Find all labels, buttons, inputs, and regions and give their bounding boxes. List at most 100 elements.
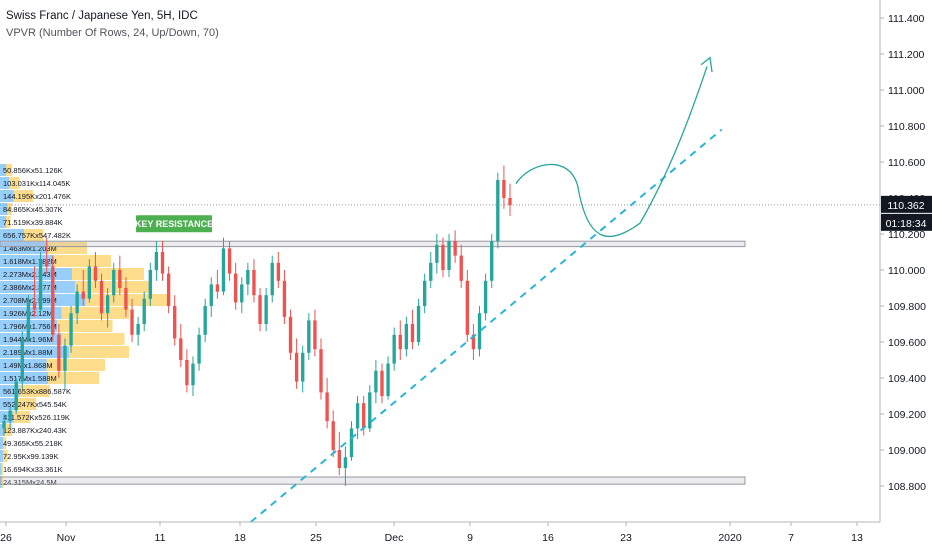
vp-bar-up <box>0 333 62 345</box>
vp-bar-up <box>0 372 48 384</box>
vp-bar-down <box>54 255 111 267</box>
y-tick-label: 109.200 <box>888 409 926 421</box>
vp-bar-down <box>46 359 105 371</box>
candle-body <box>105 295 110 314</box>
candle-body <box>307 320 311 353</box>
candle-body <box>160 252 165 274</box>
projection-arrowhead <box>700 56 713 73</box>
candle-body <box>282 280 287 317</box>
vp-bar-up <box>0 346 69 358</box>
vp-bar-down <box>24 229 44 241</box>
vp-bar-up <box>0 398 18 410</box>
y-tick-label: 111.400 <box>888 13 925 25</box>
candle-body <box>51 266 55 335</box>
vp-bar-up <box>0 190 14 202</box>
candle-body <box>118 270 122 288</box>
vp-label: 2.189Mx1.88M <box>3 348 53 357</box>
x-tick-label: 9 <box>467 532 473 544</box>
candle-body <box>2 421 6 429</box>
candle-body <box>319 349 323 393</box>
candle-body <box>404 324 409 350</box>
vp-bar-down <box>13 190 33 202</box>
y-tick-label: 111.000 <box>888 85 925 97</box>
candle-body <box>221 248 226 292</box>
candle-body <box>429 262 433 281</box>
vp-label: 103.031Kx114.045K <box>3 179 70 188</box>
candle-body <box>331 421 335 450</box>
candle-body <box>435 244 439 263</box>
candle-body <box>136 324 140 335</box>
vp-label: 1.944Mx1.96M <box>3 335 53 344</box>
vp-label: 1.618Mx1.782M <box>3 257 57 266</box>
candle-body <box>459 255 463 281</box>
support-zone <box>0 476 746 485</box>
price-badge <box>881 195 932 213</box>
candle-body <box>490 241 494 281</box>
vp-bar-down <box>57 320 113 332</box>
y-tick-label: 111.200 <box>888 49 925 61</box>
candle-body <box>38 259 43 310</box>
vp-label: 144.195Kx201.476K <box>3 192 71 201</box>
candle-body <box>26 302 31 339</box>
vp-bar-down <box>48 242 87 254</box>
vp-bar-down <box>1 463 3 475</box>
candle-body <box>288 316 293 353</box>
candlesticks <box>2 165 512 486</box>
vp-bar-up <box>0 437 3 449</box>
vp-label: 411.572Kx526.119K <box>3 413 70 422</box>
candle-body <box>453 241 457 256</box>
vp-label: 1.49Mx1.868M <box>3 361 53 370</box>
candle-body <box>246 270 250 285</box>
candle-body <box>173 306 177 339</box>
vp-bar-down <box>19 385 50 397</box>
candle-body <box>81 291 85 299</box>
vp-label: 2.708Mx2.599M <box>3 296 57 305</box>
y-tick-label: 109.600 <box>888 337 926 349</box>
vp-bar-up <box>0 450 3 462</box>
vp-bar-down <box>9 177 20 189</box>
vp-bar-down <box>3 437 6 449</box>
candle-body <box>392 334 396 364</box>
vp-bar-down <box>3 450 8 462</box>
vp-bar-up <box>0 281 75 293</box>
y-tick-label: 109.400 <box>888 373 926 385</box>
vp-label: 71.519Kx39.884K <box>3 218 63 227</box>
candle-body <box>130 309 134 335</box>
vp-label: 1.517Mx1.588M <box>3 374 57 383</box>
candle-body <box>69 313 73 346</box>
price-badge-label: 110.362 <box>887 200 924 212</box>
vp-bar-down <box>6 216 11 228</box>
x-tick-label: 16 <box>542 532 554 544</box>
candle-body <box>416 306 421 342</box>
vp-bar-up <box>0 424 5 436</box>
x-tick-label: Nov <box>57 532 76 544</box>
y-tick-label: 110.200 <box>888 229 925 241</box>
candle-body <box>8 410 12 422</box>
candle-body <box>148 270 152 299</box>
resistance-zone <box>0 240 746 248</box>
vp-label: 72.95Kx99.139K <box>3 452 58 461</box>
candle-body <box>203 306 207 335</box>
candle-body <box>179 338 183 360</box>
vp-bar-down <box>4 424 12 436</box>
candle-body <box>270 262 274 296</box>
vp-bar-down <box>1 476 3 488</box>
candle-body <box>142 298 146 324</box>
candle-body <box>154 252 159 270</box>
candle-body <box>483 280 488 314</box>
vp-label: 24.315Mx24.5M <box>3 478 57 487</box>
candle-body <box>508 198 512 206</box>
candle-body <box>93 266 98 281</box>
vp-bar-down <box>61 333 125 345</box>
volume-profile: 50.856Kx51.126K 103.031Kx114.045K 144.195K… <box>0 164 168 488</box>
vp-bar-up <box>0 307 62 319</box>
vp-label: 2.386Mx2.377M <box>3 283 57 292</box>
candle-body <box>197 334 201 364</box>
x-tick-label: 18 <box>234 532 246 544</box>
vp-bar-up <box>0 463 2 475</box>
vp-bar-up <box>0 242 48 254</box>
x-tick-label: 7 <box>788 532 794 544</box>
candle-body <box>294 352 299 382</box>
